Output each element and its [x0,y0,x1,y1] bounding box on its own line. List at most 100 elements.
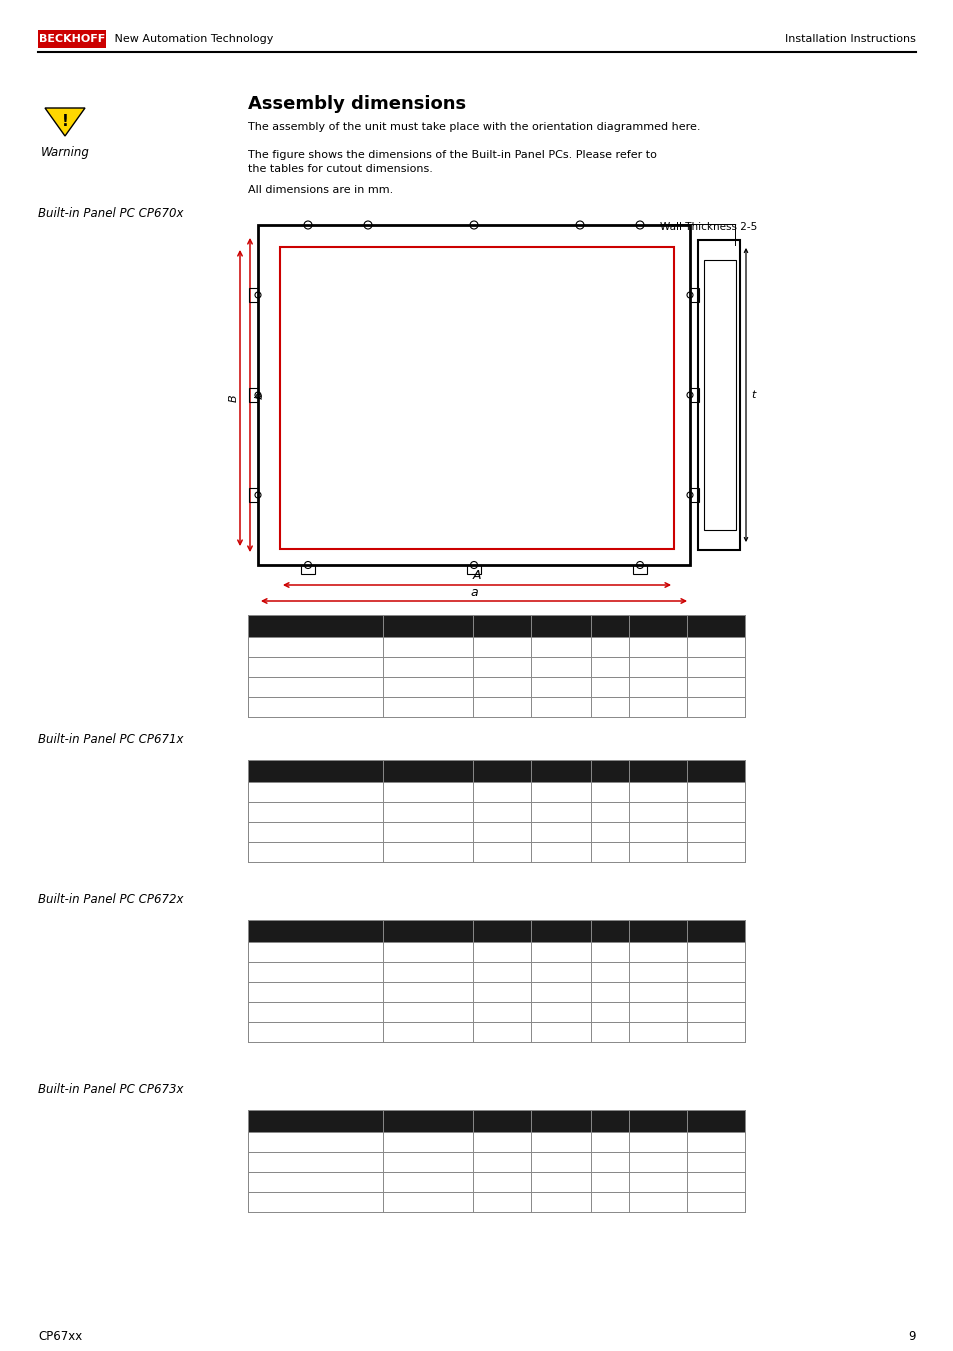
Text: Warning: Warning [41,146,90,159]
Text: 32: 32 [602,682,616,692]
Text: 15" display: 15" display [410,827,469,838]
Bar [248,1152,744,1173]
Text: 418.2: 418.2 [545,1177,576,1188]
Text: B: B [711,925,720,936]
Text: CP6713: CP6713 [252,847,292,857]
Bar [248,761,744,782]
Bar [248,1021,744,1042]
Text: 19" display: 19" display [410,703,469,712]
Text: 43: 43 [602,1197,616,1206]
Bar [301,565,314,574]
Text: Dimensions: Dimensions [252,1116,320,1125]
Text: CP6733: CP6733 [252,1197,292,1206]
Text: Dimensions: Dimensions [252,621,320,631]
Text: A: A [654,766,661,775]
Text: b: b [557,621,564,631]
Text: CP6721-0002: CP6721-0002 [252,988,322,997]
Bar [633,565,646,574]
Text: Dimensions: Dimensions [252,925,320,936]
Bar [689,388,699,403]
Text: 567.4: 567.4 [487,1027,517,1038]
Text: 32: 32 [602,807,616,817]
Bar [248,1002,744,1021]
Text: 32: 32 [602,827,616,838]
Text: Dimensions: Dimensions [252,766,320,775]
Text: 489.4: 489.4 [487,1177,517,1188]
Text: 272.3: 272.3 [487,642,517,653]
Text: Built-in Panel PC CP671x: Built-in Panel PC CP671x [38,734,183,746]
Text: CP6731-0002: CP6731-0002 [252,1156,322,1167]
Text: 378.2: 378.2 [545,1138,576,1147]
Text: 32: 32 [602,1156,616,1167]
Text: b: b [557,925,564,936]
Text: t: t [607,1116,612,1125]
Text: 434: 434 [551,1027,570,1038]
Bar [248,962,744,982]
Text: 32: 32 [602,662,616,671]
Text: 32: 32 [602,967,616,977]
Bar [248,677,744,697]
Text: 12" display: 12" display [410,967,469,977]
Text: New Automation Technology: New Automation Technology [111,34,274,45]
Text: 15" display: 15" display [410,682,469,692]
Text: 400: 400 [647,967,667,977]
Text: A: A [654,621,661,631]
Text: 358.2: 358.2 [642,662,672,671]
Text: CP6721: CP6721 [252,967,292,977]
Text: 444.2: 444.2 [487,988,517,997]
Text: 272.3: 272.3 [487,788,517,797]
Text: CP6732: CP6732 [252,1177,292,1188]
Text: CP6731: CP6731 [252,1138,292,1147]
Text: b: b [557,766,564,775]
Text: 342.2: 342.2 [545,807,576,817]
Text: 328.2: 328.2 [700,807,730,817]
Text: CP67xx: CP67xx [38,1329,82,1343]
Text: 420: 420 [705,1027,725,1038]
Text: A: A [654,925,661,936]
Text: 43: 43 [602,847,616,857]
Bar [249,488,257,503]
Text: 494.4: 494.4 [642,1197,672,1206]
Text: 403: 403 [551,682,570,692]
Text: CP6711: CP6711 [252,807,292,817]
Text: 543: 543 [551,1197,570,1206]
Text: 449: 449 [705,703,725,712]
Bar [248,697,744,717]
Text: 430.4: 430.4 [487,827,517,838]
Text: 404.2: 404.2 [700,1177,730,1188]
Text: 19" display: 19" display [410,1197,469,1206]
Text: CP6729: CP6729 [252,947,292,957]
Text: 505.4: 505.4 [642,1006,672,1017]
Text: 416.4: 416.4 [642,827,672,838]
Text: B: B [711,621,720,631]
Text: All dimensions are in mm.: All dimensions are in mm. [248,185,393,195]
Bar [689,288,699,303]
Text: 463: 463 [551,847,570,857]
Text: 42: 42 [602,788,616,797]
Text: 449: 449 [705,847,725,857]
Text: 6,5" display: 6,5" display [407,642,469,653]
Text: B: B [711,766,720,775]
Text: 416.4: 416.4 [642,682,672,692]
Text: 342.2: 342.2 [545,662,576,671]
Text: 508.4: 508.4 [487,1197,517,1206]
Text: CP6702: CP6702 [252,682,292,692]
Polygon shape [45,108,85,136]
Text: t: t [607,925,612,936]
Text: 12" display: 12" display [410,988,469,997]
Text: The figure shows the dimensions of the Built-in Panel PCs. Please refer to: The figure shows the dimensions of the B… [248,150,657,159]
Text: 553.4: 553.4 [642,1027,672,1038]
Bar [248,782,744,802]
Text: 15" display: 15" display [410,1177,469,1188]
Bar [248,982,744,1002]
Text: 364.2: 364.2 [700,1138,730,1147]
Text: t: t [607,621,612,631]
Text: 207: 207 [705,788,725,797]
Text: 463: 463 [551,703,570,712]
Text: 508.4: 508.4 [487,703,517,712]
Text: BECKHOFF: BECKHOFF [39,34,105,45]
Text: 32: 32 [602,1006,616,1017]
Text: 430.4: 430.4 [487,1156,517,1167]
Text: a: a [498,621,505,631]
Text: the tables for cutout dimensions.: the tables for cutout dimensions. [248,163,433,174]
